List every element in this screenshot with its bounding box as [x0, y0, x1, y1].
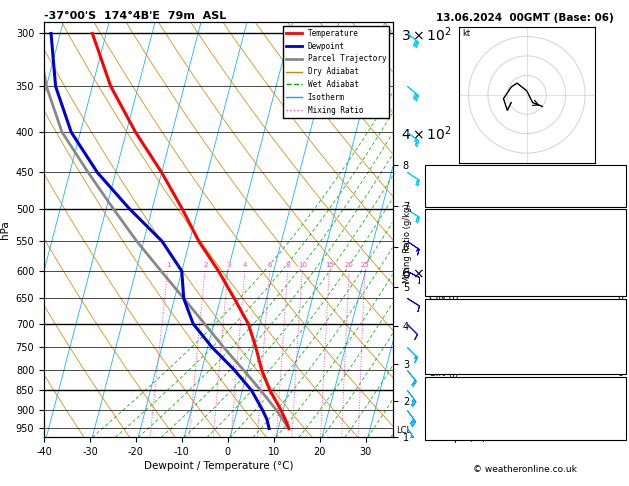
- Text: StmDir: StmDir: [429, 420, 462, 429]
- Text: StmSpd (kt): StmSpd (kt): [429, 434, 486, 443]
- Text: θₑ (K): θₑ (K): [429, 329, 455, 338]
- Text: © weatheronline.co.uk: © weatheronline.co.uk: [473, 465, 577, 474]
- Text: 13: 13: [611, 168, 623, 177]
- Text: K: K: [429, 168, 435, 177]
- Text: 20: 20: [611, 434, 623, 443]
- Text: 41: 41: [611, 181, 623, 191]
- Text: CAPE (J): CAPE (J): [429, 279, 467, 289]
- Text: 1.72: 1.72: [603, 195, 623, 204]
- Text: CIN (J): CIN (J): [429, 293, 459, 302]
- Text: 0: 0: [617, 356, 623, 365]
- Legend: Temperature, Dewpoint, Parcel Trajectory, Dry Adiabat, Wet Adiabat, Isotherm, Mi: Temperature, Dewpoint, Parcel Trajectory…: [283, 26, 389, 118]
- Text: 306: 306: [605, 329, 623, 338]
- Text: Totals Totals: Totals Totals: [429, 181, 486, 191]
- Text: Most Unstable: Most Unstable: [491, 301, 559, 311]
- Text: 0: 0: [617, 293, 623, 302]
- Text: EH: EH: [429, 393, 442, 402]
- Text: -137: -137: [602, 393, 623, 402]
- Text: Mixing Ratio (g/kg): Mixing Ratio (g/kg): [403, 203, 412, 283]
- Text: 4: 4: [243, 262, 248, 268]
- Text: 6°: 6°: [613, 420, 623, 429]
- Text: 6: 6: [268, 262, 272, 268]
- Text: 12.3: 12.3: [602, 225, 623, 234]
- Text: Dewp (°C): Dewp (°C): [429, 239, 478, 248]
- Text: 15: 15: [325, 262, 334, 268]
- Text: Temp (°C): Temp (°C): [429, 225, 476, 234]
- Text: 25: 25: [361, 262, 370, 268]
- Text: Lifted Index: Lifted Index: [429, 342, 485, 351]
- Text: 8: 8: [617, 239, 623, 248]
- Text: Hodograph: Hodograph: [499, 379, 552, 388]
- Text: 8: 8: [617, 266, 623, 275]
- Text: LCL: LCL: [397, 426, 412, 435]
- Text: 0: 0: [617, 369, 623, 379]
- Text: kt: kt: [463, 30, 470, 38]
- Y-axis label: km
ASL: km ASL: [467, 230, 486, 251]
- Text: SREH: SREH: [429, 406, 455, 416]
- Text: 1: 1: [166, 262, 170, 268]
- Text: PW (cm): PW (cm): [429, 195, 469, 204]
- Text: Lifted Index: Lifted Index: [429, 266, 485, 275]
- Text: Surface: Surface: [507, 211, 543, 221]
- X-axis label: Dewpoint / Temperature (°C): Dewpoint / Temperature (°C): [144, 461, 293, 471]
- Text: 10: 10: [298, 262, 307, 268]
- Text: 8: 8: [617, 342, 623, 351]
- Text: -37°00'S  174°4B'E  79m  ASL: -37°00'S 174°4B'E 79m ASL: [44, 11, 226, 21]
- Text: CAPE (J): CAPE (J): [429, 356, 467, 365]
- Text: 8: 8: [286, 262, 291, 268]
- Text: 0: 0: [617, 279, 623, 289]
- Y-axis label: hPa: hPa: [0, 220, 10, 239]
- Text: CIN (J): CIN (J): [429, 369, 459, 379]
- Text: 13.06.2024  00GMT (Base: 06): 13.06.2024 00GMT (Base: 06): [437, 13, 614, 23]
- Text: Pressure (mb): Pressure (mb): [429, 315, 496, 324]
- Text: 20: 20: [345, 262, 354, 268]
- Text: θₑ(K): θₑ(K): [429, 252, 452, 261]
- Text: 2: 2: [203, 262, 208, 268]
- Text: 800: 800: [605, 315, 623, 324]
- Text: 3: 3: [226, 262, 231, 268]
- Text: -37: -37: [608, 406, 623, 416]
- Text: 304: 304: [605, 252, 623, 261]
